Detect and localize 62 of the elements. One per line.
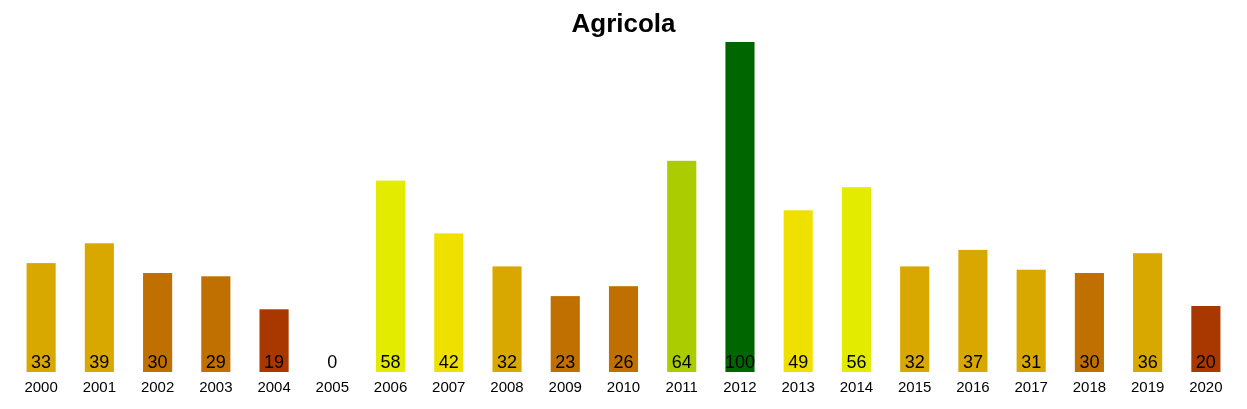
x-tick-label: 2013 (781, 378, 815, 395)
x-tick-label: 2007 (432, 378, 466, 395)
x-tick-label: 2000 (24, 378, 58, 395)
bar (667, 160, 697, 372)
data-label: 37 (962, 352, 983, 372)
data-label: 36 (1137, 352, 1158, 372)
x-tick-label: 2020 (1189, 378, 1223, 395)
bar (608, 286, 639, 372)
bar (259, 309, 289, 372)
x-tick-label: 2010 (606, 378, 641, 395)
bar (841, 187, 872, 372)
bar (84, 243, 114, 372)
bar (1191, 306, 1221, 372)
x-tick-label: 2002 (140, 378, 175, 395)
bar (1133, 253, 1163, 372)
bar (201, 276, 231, 372)
chart-title: Agricola (571, 8, 677, 38)
x-tick-label: 2015 (898, 378, 932, 395)
bar (1074, 273, 1104, 372)
data-label: 64 (671, 352, 692, 372)
x-tick-label: 2003 (199, 378, 233, 395)
x-tick-label: 2018 (1072, 378, 1107, 395)
bar (783, 210, 813, 372)
data-label: 58 (380, 352, 401, 372)
data-label: 33 (31, 352, 52, 372)
data-label: 32 (904, 352, 925, 372)
x-tick-label: 2005 (315, 378, 349, 395)
x-tick-label: 2019 (1130, 378, 1165, 395)
x-tick-label: 2011 (665, 378, 698, 395)
data-label: 49 (788, 352, 809, 372)
data-label: 56 (846, 352, 867, 372)
data-label: 20 (1195, 352, 1216, 372)
data-label: 30 (147, 352, 168, 372)
x-tick-label: 2014 (839, 378, 874, 395)
data-label: 19 (264, 352, 285, 372)
x-tick-label: 2004 (257, 378, 291, 395)
x-tick-label: 2008 (490, 378, 524, 395)
bar (958, 249, 988, 372)
bar (725, 42, 755, 372)
bar (1016, 269, 1046, 372)
bar (550, 296, 580, 372)
data-label: 39 (89, 352, 110, 372)
data-label: 42 (438, 352, 459, 372)
x-tick-label: 2017 (1014, 378, 1048, 395)
bar (375, 180, 406, 372)
x-tick-label: 2009 (548, 378, 582, 395)
bar (900, 266, 930, 372)
x-tick-label: 2001 (82, 378, 117, 395)
bar (434, 233, 464, 372)
data-label: 32 (497, 352, 518, 372)
data-label: 23 (555, 352, 576, 372)
data-label: 30 (1079, 352, 1100, 372)
x-tick-label: 2012 (723, 378, 757, 395)
bar (143, 273, 173, 372)
bar (26, 263, 56, 372)
bar (492, 266, 522, 372)
x-tick-label: 2006 (373, 378, 408, 395)
data-label: 31 (1021, 352, 1042, 372)
x-tick-label: 2016 (956, 378, 990, 395)
data-label: 26 (613, 352, 634, 372)
data-label: 29 (205, 352, 226, 372)
data-label: 0 (327, 352, 338, 372)
